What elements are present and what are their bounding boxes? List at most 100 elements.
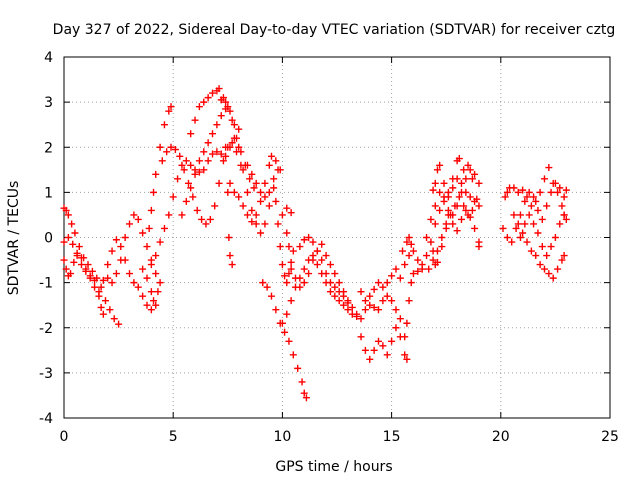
data-point [466, 193, 474, 201]
data-point [285, 243, 293, 251]
data-point [392, 306, 400, 314]
data-point [300, 236, 308, 244]
data-point [532, 252, 540, 260]
data-point [340, 292, 348, 300]
data-point [540, 265, 548, 273]
data-point [184, 179, 192, 187]
data-point [163, 148, 171, 156]
data-point [147, 261, 155, 269]
data-point [562, 186, 570, 194]
data-point [331, 283, 339, 291]
data-point [427, 238, 435, 246]
data-point [543, 252, 551, 260]
data-point [527, 202, 535, 210]
data-point [213, 121, 221, 129]
data-point [143, 301, 151, 309]
data-point [462, 206, 470, 214]
data-point [405, 252, 413, 260]
y-tick-label: -4 [39, 411, 53, 427]
data-point [134, 215, 142, 223]
data-points [60, 85, 570, 402]
data-point [302, 394, 310, 402]
data-point [222, 152, 230, 160]
data-point [357, 333, 365, 341]
data-point [217, 150, 225, 158]
data-point [278, 261, 286, 269]
data-point [64, 211, 72, 219]
data-point [281, 272, 289, 280]
data-point [62, 206, 70, 214]
data-point [438, 243, 446, 251]
data-point [429, 256, 437, 264]
x-tick-label: 25 [601, 429, 619, 445]
data-point [215, 179, 223, 187]
data-point [289, 351, 297, 359]
data-point [228, 261, 236, 269]
data-point [423, 252, 431, 260]
data-point [401, 261, 409, 269]
data-point [554, 265, 562, 273]
y-tick-label: -1 [39, 276, 53, 292]
data-point [340, 301, 348, 309]
data-point [82, 267, 90, 275]
data-point [436, 161, 444, 169]
data-point [112, 236, 120, 244]
data-point [431, 220, 439, 228]
data-point [204, 94, 212, 102]
data-point [383, 351, 391, 359]
data-point [407, 240, 415, 248]
data-point [457, 188, 465, 196]
data-point [97, 303, 105, 311]
data-point [222, 98, 230, 106]
data-point [86, 274, 94, 282]
data-point [361, 346, 369, 354]
data-point [388, 272, 396, 280]
data-point [189, 193, 197, 201]
data-point [405, 234, 413, 241]
data-point [344, 306, 352, 314]
data-point [77, 254, 85, 262]
data-point [510, 184, 518, 192]
x-tick-label: 5 [169, 429, 178, 445]
data-point [99, 310, 107, 318]
data-point [554, 188, 562, 196]
data-point [97, 283, 105, 291]
data-point [272, 306, 280, 314]
data-point [396, 274, 404, 282]
data-point [556, 184, 564, 192]
data-point [187, 130, 195, 138]
data-point [145, 224, 153, 232]
data-point [152, 170, 160, 178]
data-point [126, 270, 134, 278]
data-point [152, 252, 160, 260]
data-point [543, 202, 551, 210]
data-point [165, 107, 173, 115]
data-point [104, 261, 112, 269]
data-point [326, 261, 334, 269]
data-point [423, 234, 431, 241]
data-point [180, 166, 188, 174]
data-point [200, 148, 208, 156]
x-tick-label: 15 [383, 429, 401, 445]
data-point [540, 175, 548, 183]
data-point [335, 279, 343, 287]
data-point [101, 297, 109, 305]
data-point [503, 234, 511, 241]
data-point [165, 211, 173, 219]
y-tick-label: 0 [44, 231, 53, 247]
data-point [235, 125, 243, 133]
data-point [545, 270, 553, 278]
data-point [274, 220, 282, 228]
data-point [285, 337, 293, 345]
data-point [150, 297, 158, 305]
data-point [200, 166, 208, 174]
data-point [449, 184, 457, 192]
data-point [84, 261, 92, 269]
data-point [433, 166, 441, 174]
data-point [75, 243, 83, 251]
data-point [230, 188, 238, 196]
data-point [246, 175, 254, 183]
data-point [366, 292, 374, 300]
data-point [198, 215, 206, 223]
data-point [318, 256, 326, 264]
